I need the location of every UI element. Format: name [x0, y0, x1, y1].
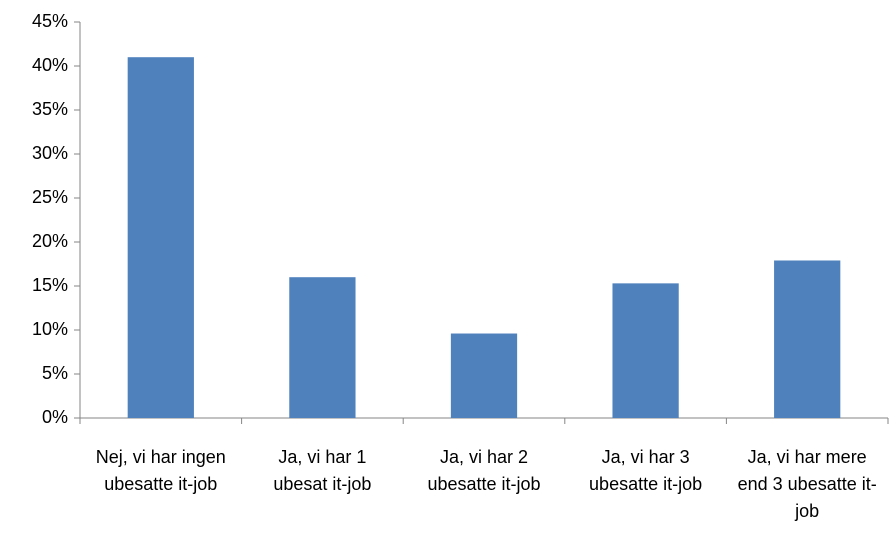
x-tick-label: Ja, vi har 1 ubesat it-job [273, 447, 372, 494]
bar [289, 277, 356, 418]
x-tick-label: Ja, vi har 2 ubesatte it-job [427, 447, 541, 494]
x-tick-label: Nej, vi har ingen ubesatte it-job [95, 447, 226, 494]
y-tick-label: 35% [32, 99, 68, 119]
x-tick-label: Ja, vi har mere end 3 ubesatte it-job [737, 447, 877, 521]
y-tick-label: 10% [32, 319, 68, 339]
y-tick-label: 30% [32, 143, 68, 163]
y-tick-label: 15% [32, 275, 68, 295]
y-tick-label: 40% [32, 55, 68, 75]
y-tick-label: 25% [32, 187, 68, 207]
y-tick-label: 0% [42, 407, 68, 427]
bar [774, 260, 841, 418]
x-tick-label: Ja, vi har 3 ubesatte it-job [589, 447, 703, 494]
bar [612, 283, 679, 418]
bar [127, 57, 194, 418]
y-tick-label: 45% [32, 11, 68, 31]
y-tick-label: 5% [42, 363, 68, 383]
y-tick-label: 20% [32, 231, 68, 251]
bar [450, 333, 518, 418]
